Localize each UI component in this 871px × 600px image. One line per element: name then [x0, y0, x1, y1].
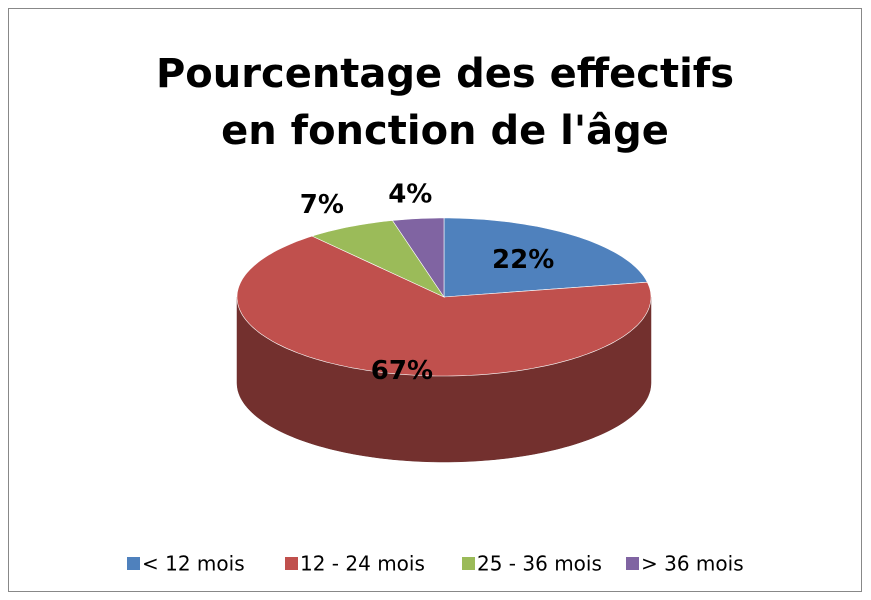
legend-swatch — [626, 557, 639, 570]
legend: < 12 mois 12 - 24 mois 25 - 36 mois > 36 mo… — [127, 552, 744, 576]
legend-label: 12 - 24 mois — [300, 552, 425, 576]
data-label: 67% — [371, 356, 433, 386]
slice — [443, 217, 648, 298]
legend-label: 25 - 36 mois — [477, 552, 602, 576]
legend-label: < 12 mois — [142, 552, 245, 576]
legend-label: > 36 mois — [641, 552, 744, 576]
slice — [311, 220, 445, 298]
pie: 22% 67% 7% 4% — [236, 180, 652, 463]
slice — [391, 217, 445, 298]
legend-swatch — [462, 557, 475, 570]
legend-swatch — [127, 557, 140, 570]
chart-title: Pourcentage des effectifs en fonction de… — [155, 51, 735, 154]
slice — [236, 235, 652, 377]
data-label: 4% — [388, 180, 432, 210]
data-label: 7% — [300, 190, 344, 220]
legend-swatch — [285, 557, 298, 570]
data-label: 22% — [492, 245, 554, 275]
